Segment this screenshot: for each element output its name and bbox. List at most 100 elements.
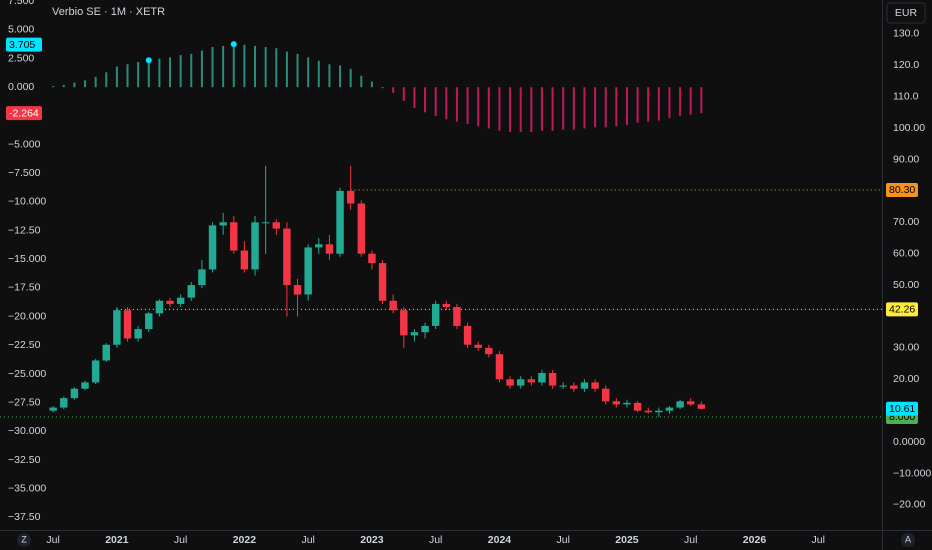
histogram-bar	[339, 65, 342, 88]
histogram-bar	[264, 47, 267, 88]
corner-label[interactable]: A	[905, 534, 911, 544]
candle-body	[389, 300, 397, 311]
candle-body	[474, 344, 482, 348]
histogram-bar	[562, 87, 565, 130]
histogram-bar	[137, 61, 140, 88]
histogram-bar	[370, 81, 373, 88]
candle-body	[687, 401, 695, 405]
histogram-bar	[243, 44, 246, 88]
histogram-bar	[105, 72, 108, 88]
histogram-bar	[169, 57, 172, 88]
oscillator-badge-text: 3.705	[9, 39, 35, 51]
candle-body	[644, 410, 652, 413]
y2-tick-label: 20.00	[893, 373, 919, 385]
x-tick-label: 2021	[105, 534, 129, 546]
histogram-bar	[147, 60, 150, 88]
candle-body	[155, 300, 164, 314]
y-tick-label: 2.500	[8, 52, 34, 64]
y2-tick-label: −20.00	[893, 499, 926, 511]
candle-body	[283, 228, 291, 286]
candle-body	[527, 379, 536, 383]
candle-body	[612, 401, 621, 405]
corner-button[interactable]	[901, 533, 915, 547]
histogram-bar	[392, 87, 395, 93]
candle-body	[134, 329, 142, 339]
candle-body	[102, 344, 110, 361]
x-tick-label: Jul	[301, 534, 314, 546]
histogram-bar	[434, 87, 437, 116]
candle-body	[91, 360, 100, 383]
histogram-bar	[158, 58, 161, 88]
x-tick-label: Jul	[684, 534, 697, 546]
candle-body	[495, 354, 504, 380]
corner-button[interactable]	[17, 533, 31, 547]
candle-body	[208, 225, 217, 270]
candle-body	[60, 398, 68, 408]
y-tick-label: −15.000	[8, 253, 46, 265]
candle-body	[81, 382, 89, 389]
y-tick-label: −20.000	[8, 310, 46, 322]
last-price-badge	[886, 401, 918, 416]
corner-label[interactable]: Z	[21, 534, 27, 544]
candle-body	[516, 379, 525, 386]
candle-body	[676, 401, 684, 408]
histogram-bar	[445, 87, 448, 120]
histogram-bar	[402, 87, 405, 101]
currency-label[interactable]: EUR	[895, 7, 918, 19]
histogram-bar	[179, 55, 182, 88]
histogram-bar	[211, 47, 214, 88]
histogram-bar	[689, 87, 692, 115]
y-tick-label: 5.000	[8, 24, 34, 36]
y2-tick-label: 50.00	[893, 279, 919, 291]
candle-body	[431, 303, 440, 326]
candle-body	[166, 300, 174, 304]
histogram-bar	[540, 87, 543, 131]
candle-body	[601, 388, 610, 402]
candle-body	[219, 222, 227, 226]
histogram-bar	[625, 87, 628, 126]
candle-body	[421, 325, 429, 333]
y2-tick-label: 70.00	[893, 216, 919, 228]
candle-body	[70, 388, 79, 399]
candle-body	[49, 407, 57, 411]
histogram-bar	[455, 87, 458, 122]
candle-body	[198, 269, 206, 286]
histogram-bar	[381, 87, 384, 89]
y2-tick-label: 100.00	[893, 122, 925, 134]
y-tick-label: −7.500	[8, 167, 41, 179]
y2-tick-label: 0.0000	[893, 436, 925, 448]
x-tick-label: Jul	[46, 534, 59, 546]
candle-body	[272, 222, 281, 229]
candle-body	[261, 222, 270, 224]
candle-body	[442, 303, 451, 308]
candle-body	[304, 247, 312, 295]
histogram-bar	[594, 87, 597, 128]
candle-body	[187, 285, 195, 298]
candle-body	[400, 310, 408, 336]
y-tick-label: −35.000	[8, 482, 46, 494]
y2-tick-label: 110.0	[893, 90, 919, 102]
histogram-bar	[572, 87, 575, 130]
candle-body	[453, 307, 461, 326]
candle-body	[325, 244, 334, 254]
x-tick-label: 2022	[233, 534, 257, 546]
price-level-badge	[886, 302, 918, 317]
histogram-bar	[647, 87, 650, 122]
histogram-bar	[222, 45, 225, 88]
histogram-bar	[296, 53, 299, 88]
oscillator-badge	[6, 106, 42, 121]
histogram-bar	[583, 87, 586, 129]
y2-tick-label: 120.0	[893, 59, 919, 71]
y2-tick-label: 30.00	[893, 342, 919, 354]
candle-body	[665, 407, 674, 411]
x-tick-label: Jul	[174, 534, 187, 546]
histogram-bar	[126, 64, 129, 88]
candle-body	[315, 244, 323, 248]
y-tick-label: −37.50	[8, 511, 41, 523]
histogram-bar	[349, 68, 352, 88]
histogram-bar	[668, 87, 671, 119]
y2-tick-label: 130.0	[893, 28, 919, 40]
currency-box[interactable]	[886, 2, 926, 24]
pivot-marker	[230, 41, 237, 48]
